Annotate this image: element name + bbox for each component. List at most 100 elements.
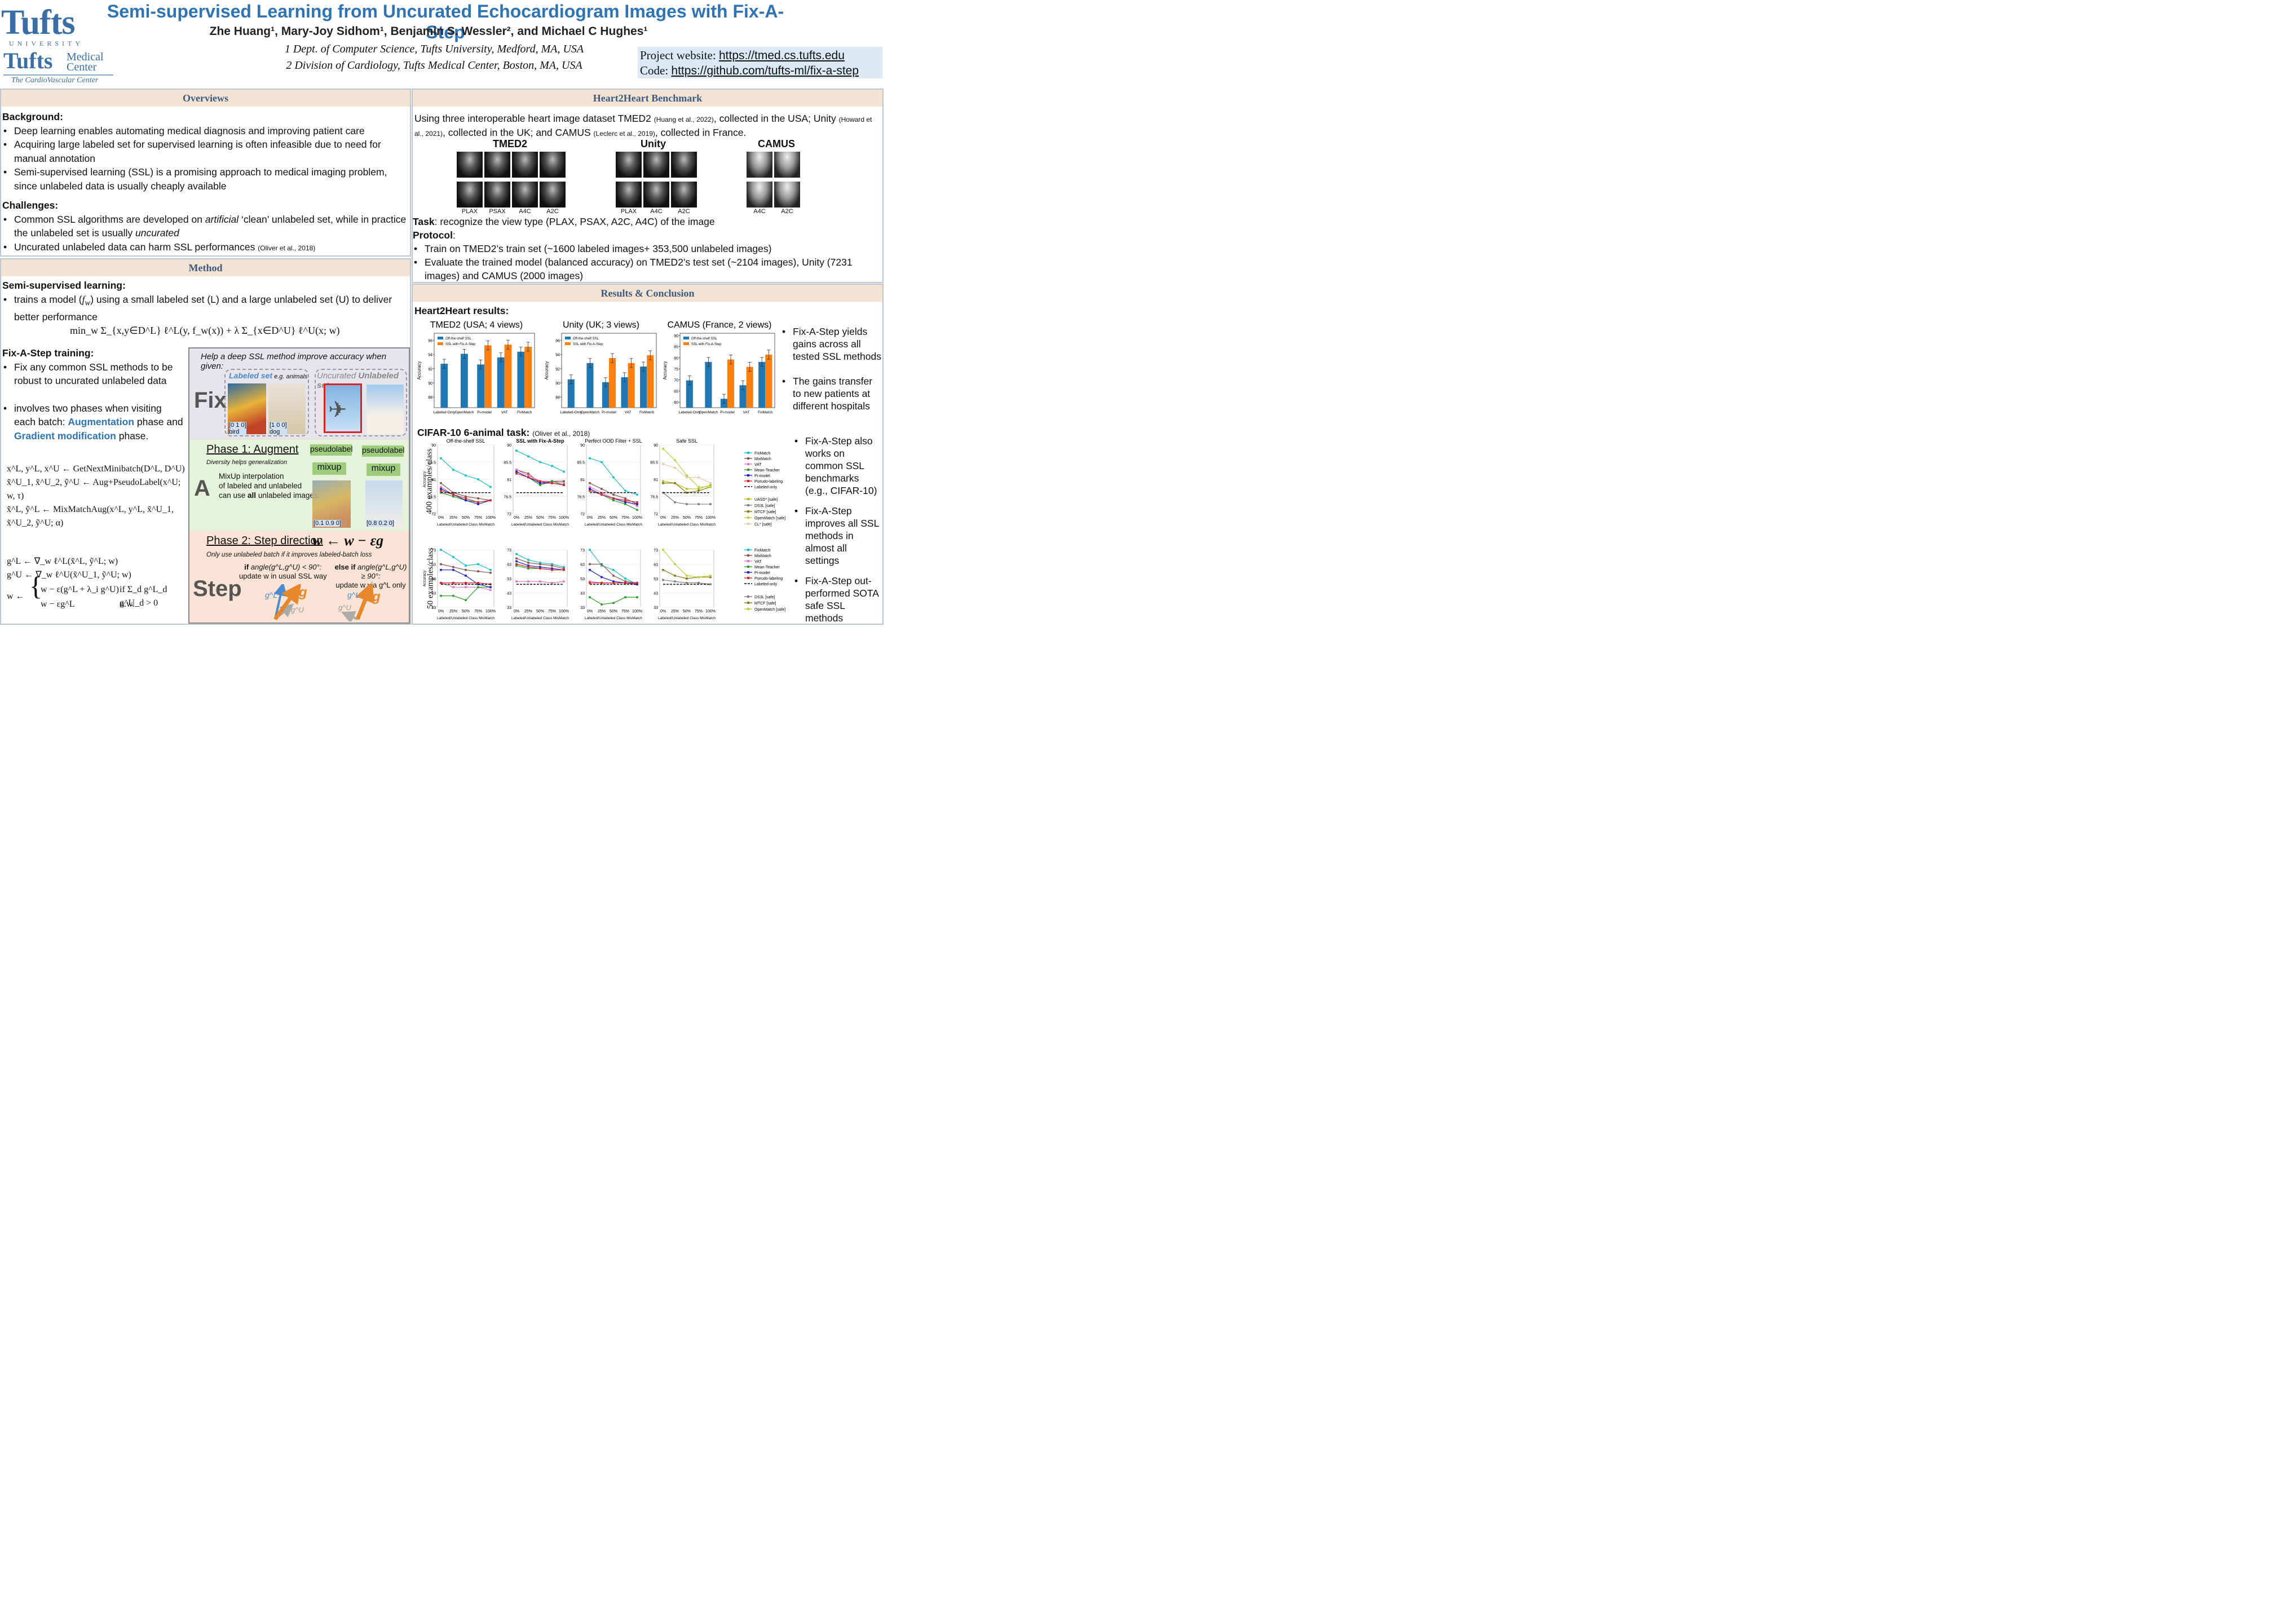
data-point bbox=[440, 482, 442, 484]
y-tick-label: 76.5 bbox=[650, 496, 658, 500]
chart-title: CAMUS (France, 2 views) bbox=[668, 320, 772, 330]
y-tick-label: 43 bbox=[507, 592, 511, 596]
data-point bbox=[674, 580, 676, 582]
x-tick-label: 100% bbox=[485, 610, 496, 614]
data-point bbox=[440, 581, 442, 584]
data-point bbox=[515, 553, 518, 555]
y-tick-label: 53 bbox=[431, 577, 436, 581]
poster-title: Semi-supervised Learning from Uncurated … bbox=[107, 1, 784, 42]
data-point bbox=[465, 568, 467, 571]
data-point bbox=[440, 594, 442, 597]
echo-image-tmed-plax-1 bbox=[457, 152, 483, 178]
echo-image-camus-a2c-2 bbox=[774, 182, 800, 208]
y-tick-label: 53 bbox=[507, 577, 511, 581]
data-point bbox=[636, 596, 638, 598]
legend-label: CL* [safe] bbox=[754, 523, 772, 527]
x-tick-label: VAT bbox=[625, 411, 632, 414]
chart-title: Safe SSL bbox=[676, 438, 697, 444]
legend-label: VAT bbox=[754, 463, 762, 467]
data-point bbox=[674, 482, 676, 484]
bar-chart-0: TMED2 (USA; 4 views) 88 90 92 94 96 Accuracy La… bbox=[417, 320, 535, 414]
labeled-set-box bbox=[224, 369, 309, 436]
legend-label: DS3L [safe] bbox=[754, 504, 775, 508]
echo-image-unity-plax-2 bbox=[616, 182, 642, 208]
bar bbox=[640, 367, 647, 408]
x-tick-label: 75% bbox=[695, 516, 703, 520]
data-point bbox=[440, 563, 442, 566]
legend-label: Pi-model bbox=[754, 571, 770, 575]
x-tick-label: Labeled-Only bbox=[678, 411, 700, 414]
data-point bbox=[612, 581, 615, 584]
data-point bbox=[465, 564, 467, 567]
legend-label: Off-the-shelf SSL bbox=[691, 337, 718, 341]
x-tick-label: 25% bbox=[449, 516, 457, 520]
data-point bbox=[674, 466, 676, 469]
legend-marker bbox=[747, 608, 749, 610]
y-tick-label: 96 bbox=[555, 339, 560, 343]
data-point bbox=[539, 567, 541, 570]
data-point bbox=[697, 581, 700, 584]
x-tick-label: 0% bbox=[660, 610, 666, 614]
y-tick-label: 85.5 bbox=[650, 461, 658, 465]
echo-label-tmed-a4c: A4C bbox=[519, 208, 531, 215]
y-axis-label: Accuracy bbox=[423, 471, 427, 487]
svg-text:g^L: g^L bbox=[347, 590, 360, 599]
x-tick-label: 100% bbox=[632, 610, 642, 614]
data-point bbox=[697, 503, 700, 505]
data-point bbox=[686, 581, 688, 584]
legend-label: SSL with Fix-A-Step bbox=[445, 343, 476, 346]
data-point bbox=[624, 596, 626, 598]
data-point bbox=[477, 497, 479, 500]
y-tick-label: 94 bbox=[555, 354, 560, 358]
legend-swatch bbox=[565, 342, 571, 345]
background-list: Deep learning enables automating medical… bbox=[2, 124, 409, 193]
data-point bbox=[452, 566, 454, 568]
legend-label: OpenMatch [safe] bbox=[754, 517, 785, 520]
bar-chart-2: CAMUS (France, 2 views) 60 65 70 75 80 85 90 Acc… bbox=[663, 320, 775, 414]
data-point bbox=[612, 602, 615, 604]
x-tick-label: 50% bbox=[683, 610, 691, 614]
data-point bbox=[686, 488, 688, 490]
algorithm-block: x^L, y^L, x^U ← GetNextMinibatch(D^L, D^… bbox=[7, 464, 185, 609]
data-point bbox=[662, 579, 664, 581]
data-point bbox=[563, 480, 565, 483]
data-point bbox=[452, 555, 454, 558]
chart-title: Off-the-shelf SSL bbox=[447, 438, 485, 444]
bar bbox=[567, 379, 575, 408]
x-tick-label: 25% bbox=[598, 610, 606, 614]
x-tick-label: 100% bbox=[705, 610, 716, 614]
dataset-title-unity: Unity bbox=[641, 138, 666, 149]
data-point bbox=[527, 567, 529, 570]
y-tick-label: 73 bbox=[431, 549, 436, 553]
project-website-link[interactable]: https://tmed.cs.tufts.edu bbox=[718, 49, 845, 62]
x-tick-label: 100% bbox=[632, 516, 642, 520]
echo-label-camus-a2c: A2C bbox=[781, 208, 793, 215]
data-point bbox=[709, 486, 712, 488]
data-point bbox=[515, 563, 518, 566]
augment-label: A bbox=[194, 476, 210, 501]
g-arrow bbox=[273, 584, 302, 621]
tufts-medical-center-logo: Tufts Medical Center The CardioVascular … bbox=[3, 50, 116, 86]
bar bbox=[440, 364, 448, 408]
data-point bbox=[551, 564, 553, 567]
y-tick-label: 63 bbox=[507, 563, 511, 567]
x-axis-label: Labeled/Unlabeled Class MisMatch bbox=[511, 523, 569, 527]
x-tick-label: 100% bbox=[559, 516, 569, 520]
legend-label: Pseudo-labeling bbox=[754, 577, 783, 581]
x-tick-label: 25% bbox=[671, 516, 679, 520]
data-point bbox=[515, 564, 518, 567]
y-tick-label: 60 bbox=[674, 401, 678, 405]
method-panel: Method Semi-supervised learning: trains … bbox=[0, 258, 411, 625]
y-tick-label: 72 bbox=[507, 513, 511, 517]
y-tick-label: 76.5 bbox=[577, 496, 585, 500]
data-point bbox=[612, 493, 615, 496]
x-tick-label: 0% bbox=[514, 610, 519, 614]
code-link[interactable]: https://github.com/tufts-ml/fix-a-step bbox=[671, 64, 859, 77]
data-point bbox=[674, 563, 676, 566]
data-point bbox=[589, 581, 591, 584]
data-point bbox=[636, 501, 638, 504]
series-line bbox=[440, 549, 491, 571]
y-tick-label: 43 bbox=[654, 592, 658, 596]
